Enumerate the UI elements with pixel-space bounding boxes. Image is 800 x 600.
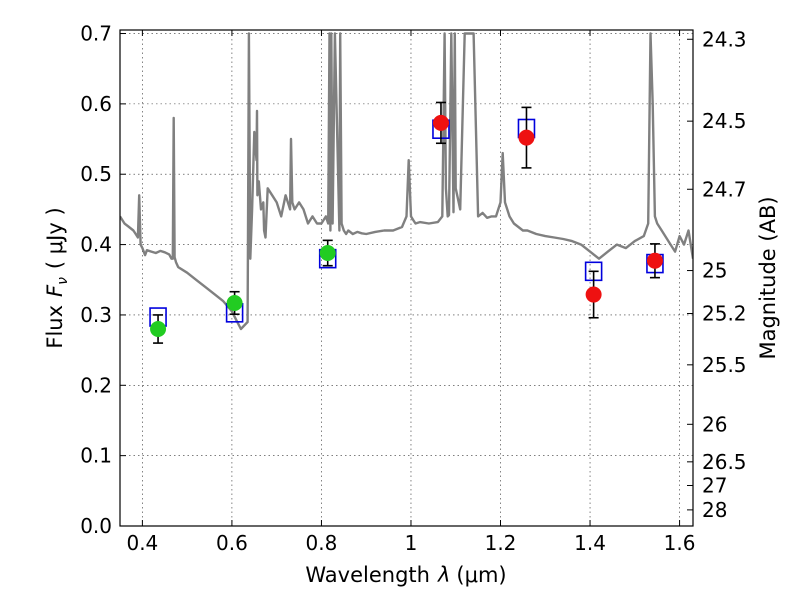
y-tick-label: 0.0	[80, 514, 112, 538]
x-tick-label: 0.4	[126, 531, 158, 555]
y-tick-label: 0.3	[80, 303, 112, 327]
observed-flux-point	[226, 294, 243, 311]
x-tick-label: 1.2	[485, 531, 517, 555]
y-tick-label: 0.2	[80, 373, 112, 397]
y2-tick-label: 26.5	[702, 450, 747, 474]
observed-flux-point	[518, 129, 535, 146]
y-tick-label: 0.6	[80, 92, 112, 116]
observed-flux-point	[150, 321, 167, 338]
x-axis-label: Wavelength λ (μm)	[305, 563, 506, 587]
observed-flux-point	[646, 252, 663, 269]
model-spectrum-line	[120, 32, 693, 331]
x-tick-label: 1.6	[664, 531, 696, 555]
y2-tick-label: 25	[702, 259, 727, 283]
observed-flux-point	[319, 245, 336, 262]
y2-tick-label: 28	[702, 498, 727, 522]
y-tick-label: 0.5	[80, 162, 112, 186]
y-tick-label: 0.7	[80, 22, 112, 46]
y2-tick-label: 24.3	[702, 27, 747, 51]
y-tick-label: 0.1	[80, 444, 112, 468]
observed-flux-point	[585, 286, 602, 303]
y2-tick-label: 24.7	[702, 177, 747, 201]
x-tick-label: 0.6	[216, 531, 248, 555]
y2-tick-label: 25.5	[702, 353, 747, 377]
y2-tick-label: 26	[702, 412, 727, 436]
y-axis-label: FluxFν( μJy )	[43, 207, 71, 348]
y-tick-label: 0.4	[80, 233, 112, 257]
plot-frame	[119, 29, 694, 527]
x-tick-label: 1.4	[574, 531, 606, 555]
y2-tick-label: 27	[702, 474, 727, 498]
observed-flux-point	[432, 114, 449, 131]
x-tick-label: 0.8	[306, 531, 338, 555]
data-points-layer	[149, 101, 664, 344]
y2-tick-label: 25.2	[702, 302, 747, 326]
axis-ticks: 0.4 0.6 0.8 1 1.2 1.4 1.6 0.0 0.1 0.2 0.3 0.4 0.5 0.6…	[80, 22, 746, 555]
y2-axis-label: Magnitude (AB)	[756, 196, 780, 359]
x-tick-label: 1	[405, 531, 418, 555]
y2-tick-label: 24.5	[702, 109, 747, 133]
model-spectrum-layer	[120, 32, 693, 331]
